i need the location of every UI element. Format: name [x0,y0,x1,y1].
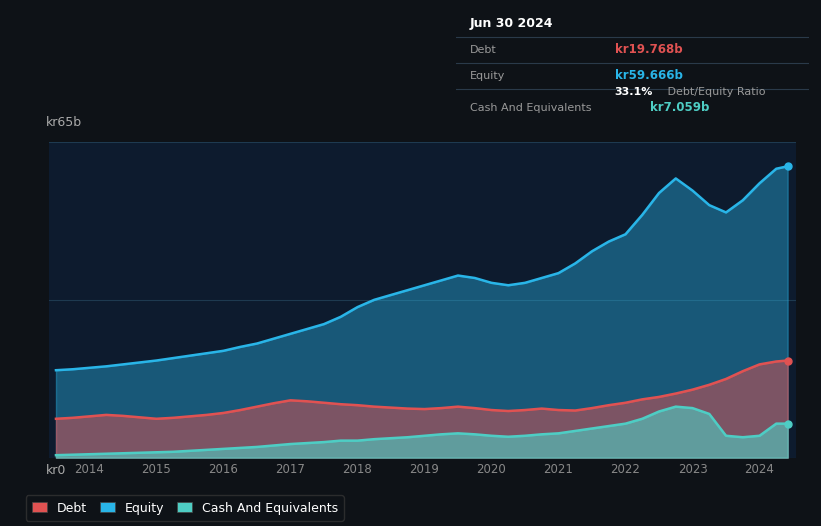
Text: Cash And Equivalents: Cash And Equivalents [470,103,591,113]
Text: Jun 30 2024: Jun 30 2024 [470,17,553,30]
Text: Equity: Equity [470,70,505,80]
Text: kr19.768b: kr19.768b [615,43,682,56]
Text: kr7.059b: kr7.059b [650,101,709,114]
Text: kr0: kr0 [45,464,66,477]
Text: Debt: Debt [470,45,497,55]
Text: 33.1%: 33.1% [615,87,653,97]
Text: kr65b: kr65b [45,116,81,129]
Text: kr59.666b: kr59.666b [615,69,682,82]
Legend: Debt, Equity, Cash And Equivalents: Debt, Equity, Cash And Equivalents [25,495,344,521]
Text: Debt/Equity Ratio: Debt/Equity Ratio [664,87,765,97]
